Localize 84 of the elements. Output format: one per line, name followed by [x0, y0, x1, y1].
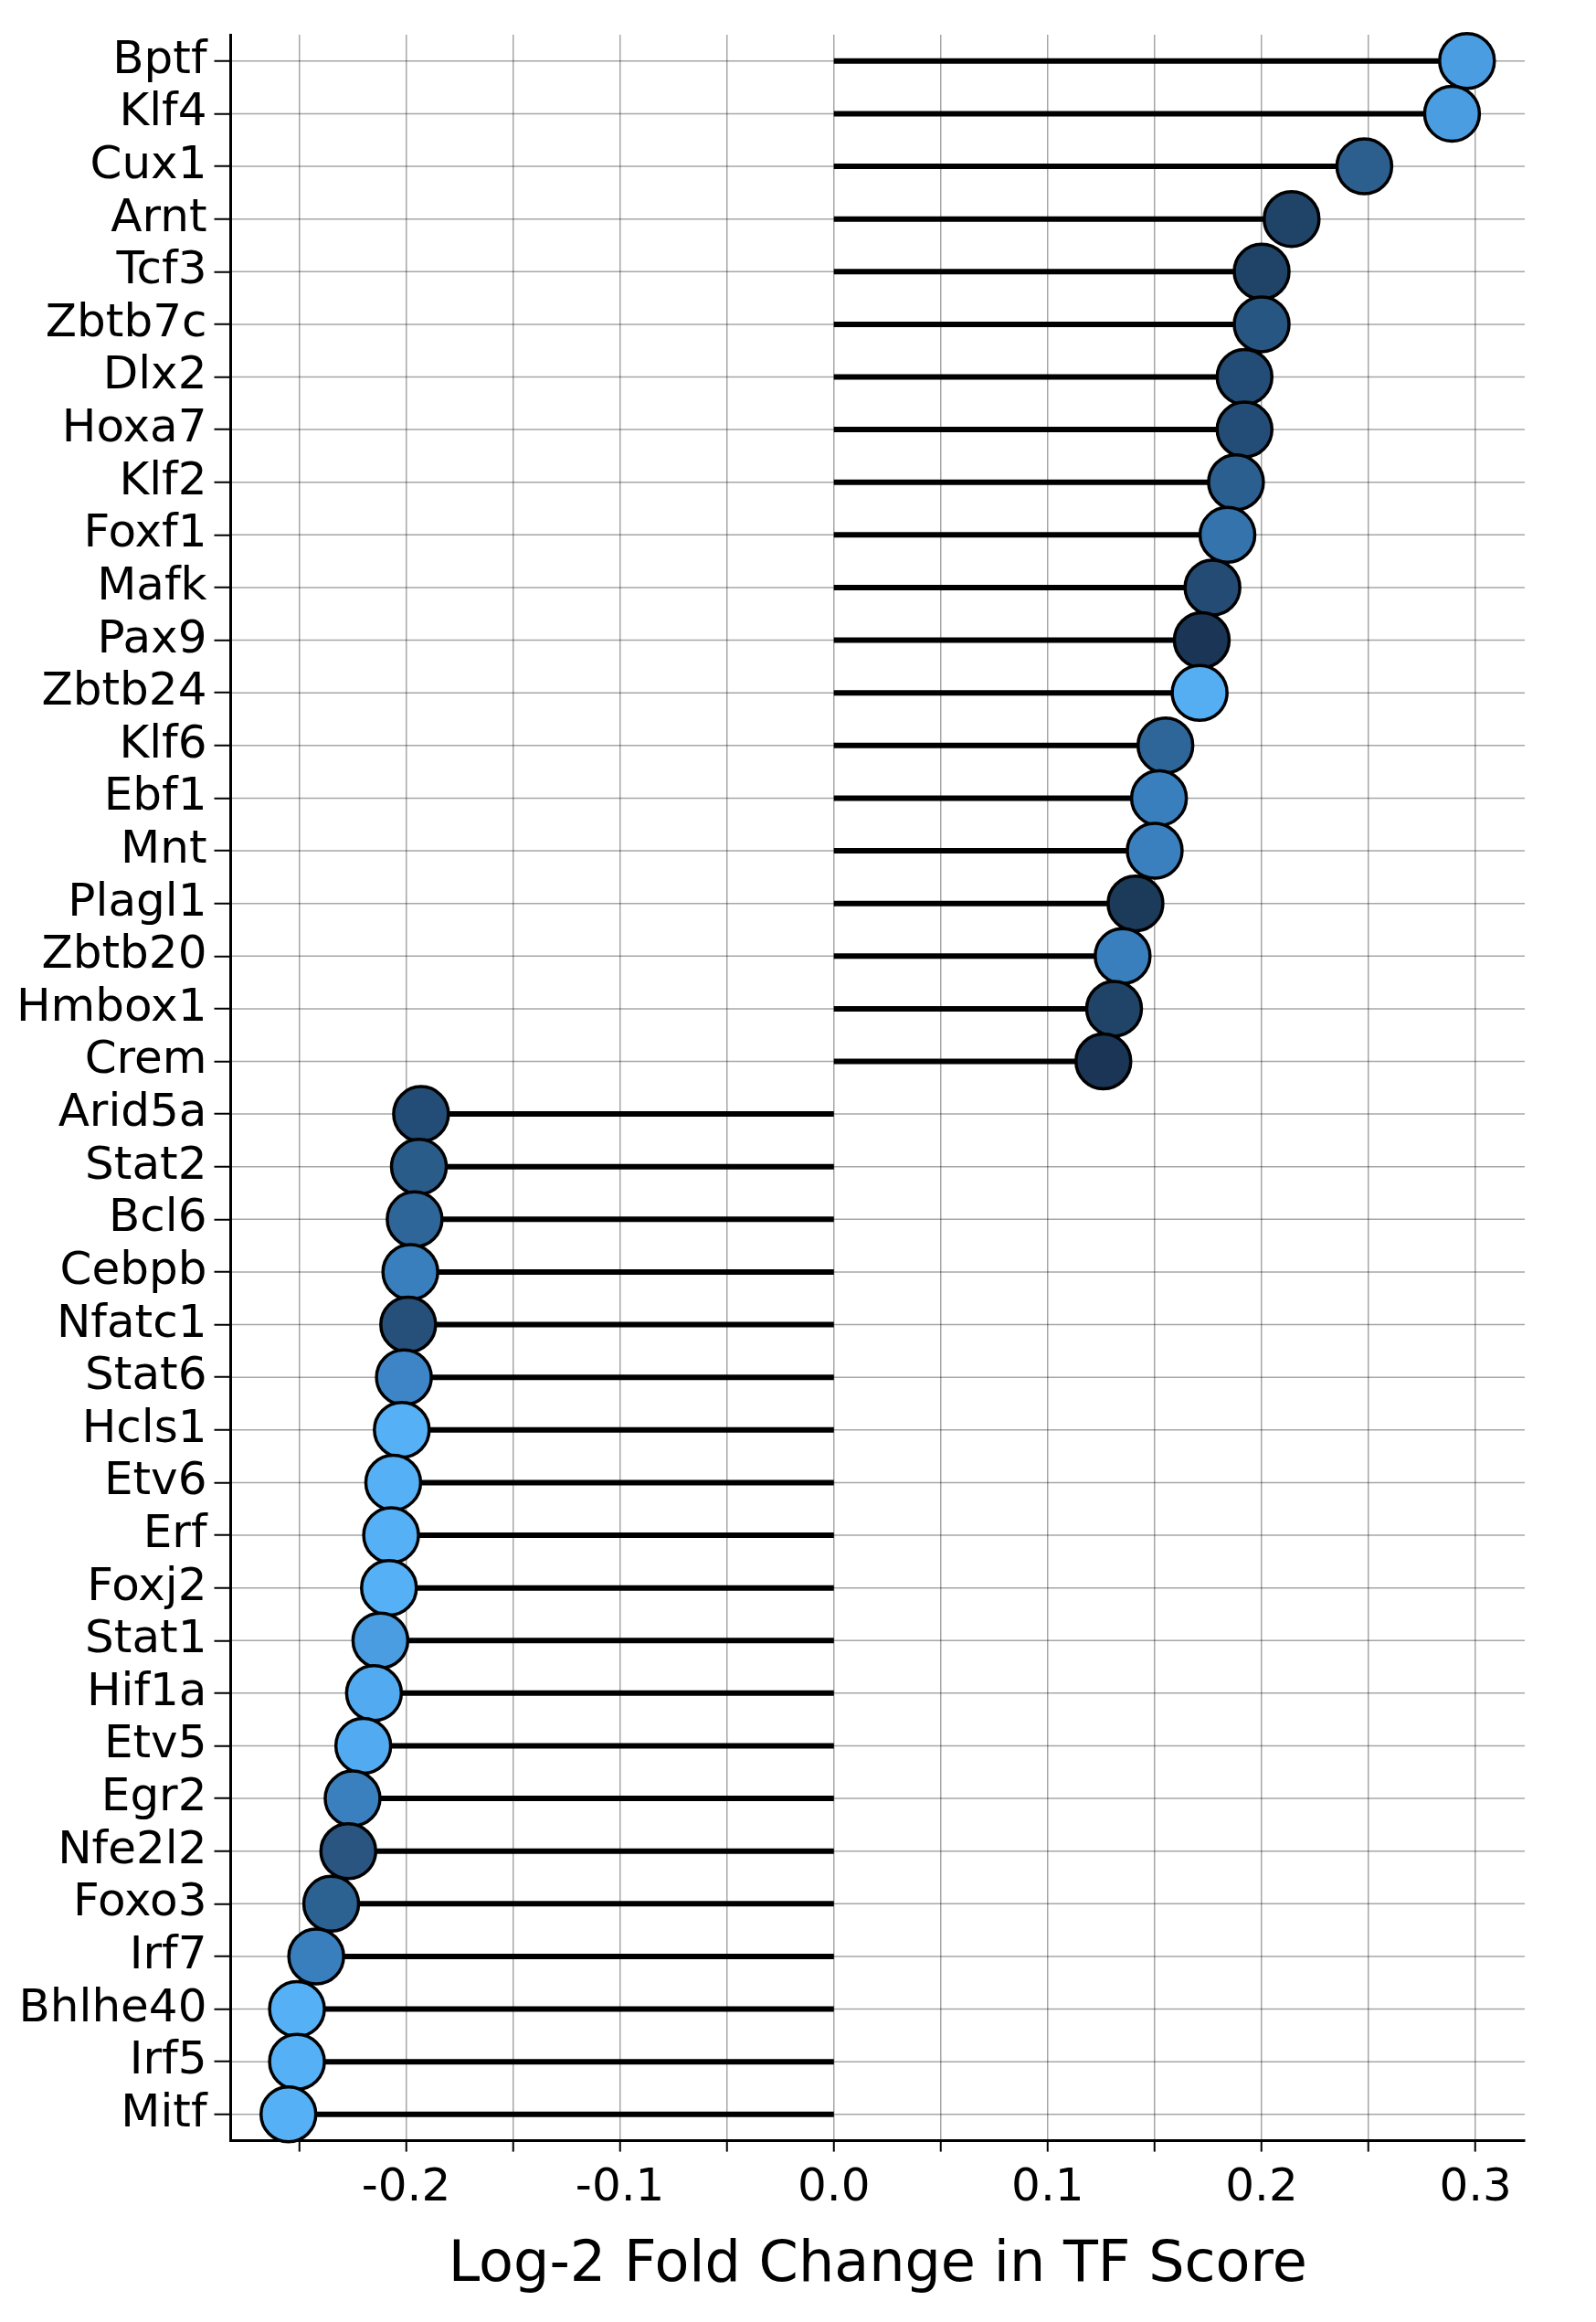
y-tick-label: Cebpb [59, 1241, 207, 1295]
y-tick-label: Egr2 [100, 1768, 207, 1822]
point [1170, 663, 1229, 722]
point [268, 2032, 326, 2091]
point [1106, 874, 1165, 933]
point [1183, 558, 1242, 617]
y-tick-label: Crem [84, 1031, 207, 1085]
y-tick-label: Bcl6 [109, 1189, 207, 1243]
point [389, 1137, 449, 1196]
y-tick-label: Foxj2 [87, 1557, 207, 1611]
y-tick-label: Hif1a [86, 1662, 207, 1716]
y-tick-label: Pax9 [97, 610, 207, 663]
point [1136, 716, 1195, 775]
y-tick-label: Nfatc1 [56, 1294, 207, 1348]
point [1129, 769, 1189, 828]
point [392, 1085, 450, 1143]
point [1126, 822, 1184, 880]
point [1422, 84, 1482, 143]
y-tick-label: Stat2 [85, 1136, 207, 1190]
y-tick-label: Irf5 [129, 2031, 207, 2085]
y-tick-label: Erf [143, 1505, 208, 1559]
point [362, 1506, 420, 1564]
x-tick-label: 0.1 [1011, 2158, 1084, 2211]
point [375, 1348, 433, 1406]
x-axis-title: Log-2 Fold Change in TF Score [448, 2227, 1307, 2295]
point [1074, 1032, 1133, 1091]
x-tick-label: -0.1 [575, 2158, 665, 2211]
y-tick-label: Etv5 [103, 1715, 207, 1769]
y-tick-label: Cux1 [90, 136, 207, 190]
point [1232, 295, 1291, 354]
y-tick-label: Plagl1 [68, 873, 207, 927]
point [1438, 32, 1496, 90]
y-tick-label: Klf6 [119, 715, 207, 769]
y-tick-label: Klf4 [119, 83, 207, 137]
point [1263, 189, 1321, 249]
point [323, 1769, 382, 1828]
y-tick-label: Irf7 [129, 1925, 207, 1979]
y-tick-label: Mitf [121, 2083, 208, 2137]
y-tick-label: Zbtb7c [45, 293, 207, 347]
point [333, 1716, 393, 1776]
y-tick-label: Ebf1 [103, 768, 207, 822]
y-tick-label: Hoxa7 [61, 399, 207, 453]
y-tick-label: Bptf [112, 30, 208, 84]
point [1207, 452, 1265, 512]
x-tick-label: 0.0 [797, 2158, 871, 2211]
y-tick-label: Arnt [111, 188, 207, 242]
x-tick-label: -0.2 [361, 2158, 451, 2211]
y-tick-label: Zbtb24 [41, 663, 207, 716]
x-tick-label: 0.2 [1225, 2158, 1298, 2211]
y-tick-label: Klf2 [119, 451, 207, 505]
y-tick-label: Mnt [121, 821, 207, 875]
y-tick-label: Arid5a [58, 1084, 207, 1138]
y-tick-label: Mafk [97, 557, 207, 610]
y-tick-label: Hcls1 [81, 1399, 207, 1453]
point [1084, 980, 1144, 1038]
y-tick-label: Zbtb20 [41, 926, 207, 980]
point [373, 1401, 431, 1459]
y-tick-label: Foxf1 [83, 504, 207, 558]
point [1198, 505, 1257, 565]
point [1094, 927, 1152, 986]
x-tick-label: 0.3 [1439, 2158, 1512, 2211]
point [351, 1611, 410, 1670]
y-tick-label: Bhlhe40 [18, 1978, 207, 2032]
point [379, 1295, 438, 1354]
y-tick-label: Dlx2 [102, 346, 207, 400]
point [1335, 137, 1394, 196]
point [319, 1821, 378, 1881]
y-tick-label: Stat1 [85, 1610, 207, 1664]
point [287, 1927, 345, 1986]
point [381, 1243, 439, 1301]
y-tick-label: Stat6 [85, 1347, 207, 1401]
point [1215, 400, 1274, 459]
y-tick-label: Etv6 [103, 1452, 207, 1506]
y-tick-label: Hmbox1 [16, 978, 207, 1032]
point [344, 1664, 404, 1723]
y-tick-label: Foxo3 [73, 1873, 207, 1927]
y-tick-label: Nfe2l2 [58, 1820, 207, 1874]
y-tick-label: Tcf3 [115, 241, 207, 295]
point [364, 1453, 423, 1512]
point [301, 1874, 361, 1934]
point [360, 1558, 418, 1617]
point [1172, 610, 1231, 670]
point [386, 1190, 444, 1249]
point [259, 2085, 318, 2144]
